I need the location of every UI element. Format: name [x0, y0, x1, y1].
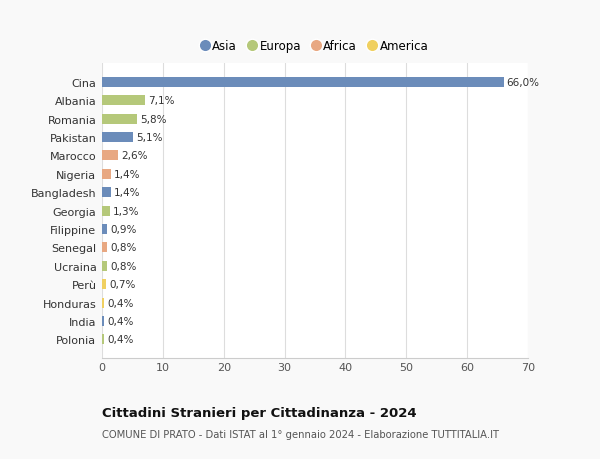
Bar: [102, 280, 106, 290]
Text: Cittadini Stranieri per Cittadinanza - 2024: Cittadini Stranieri per Cittadinanza - 2…: [102, 406, 416, 419]
Bar: [102, 206, 110, 216]
Text: 0,8%: 0,8%: [110, 261, 136, 271]
Text: 66,0%: 66,0%: [506, 78, 540, 88]
Bar: [102, 316, 104, 326]
Bar: [102, 335, 104, 345]
Text: 2,6%: 2,6%: [121, 151, 148, 161]
Text: 1,4%: 1,4%: [113, 188, 140, 198]
Text: COMUNE DI PRATO - Dati ISTAT al 1° gennaio 2024 - Elaborazione TUTTITALIA.IT: COMUNE DI PRATO - Dati ISTAT al 1° genna…: [102, 429, 499, 439]
Bar: [102, 224, 107, 235]
Bar: [102, 151, 118, 161]
Text: 0,4%: 0,4%: [107, 298, 134, 308]
Bar: [102, 96, 145, 106]
Text: 1,4%: 1,4%: [113, 169, 140, 179]
Bar: [102, 188, 110, 198]
Bar: [102, 243, 107, 253]
Legend: Asia, Europa, Africa, America: Asia, Europa, Africa, America: [197, 35, 433, 57]
Text: 0,9%: 0,9%: [110, 224, 137, 235]
Bar: [102, 78, 503, 88]
Text: 0,7%: 0,7%: [109, 280, 136, 290]
Text: 0,4%: 0,4%: [107, 316, 134, 326]
Bar: [102, 169, 110, 179]
Text: 1,3%: 1,3%: [113, 206, 139, 216]
Bar: [102, 298, 104, 308]
Text: 0,8%: 0,8%: [110, 243, 136, 253]
Bar: [102, 133, 133, 143]
Bar: [102, 261, 107, 271]
Text: 7,1%: 7,1%: [148, 96, 175, 106]
Text: 0,4%: 0,4%: [107, 335, 134, 345]
Text: 5,1%: 5,1%: [136, 133, 163, 143]
Text: 5,8%: 5,8%: [140, 114, 167, 124]
Bar: [102, 114, 137, 124]
